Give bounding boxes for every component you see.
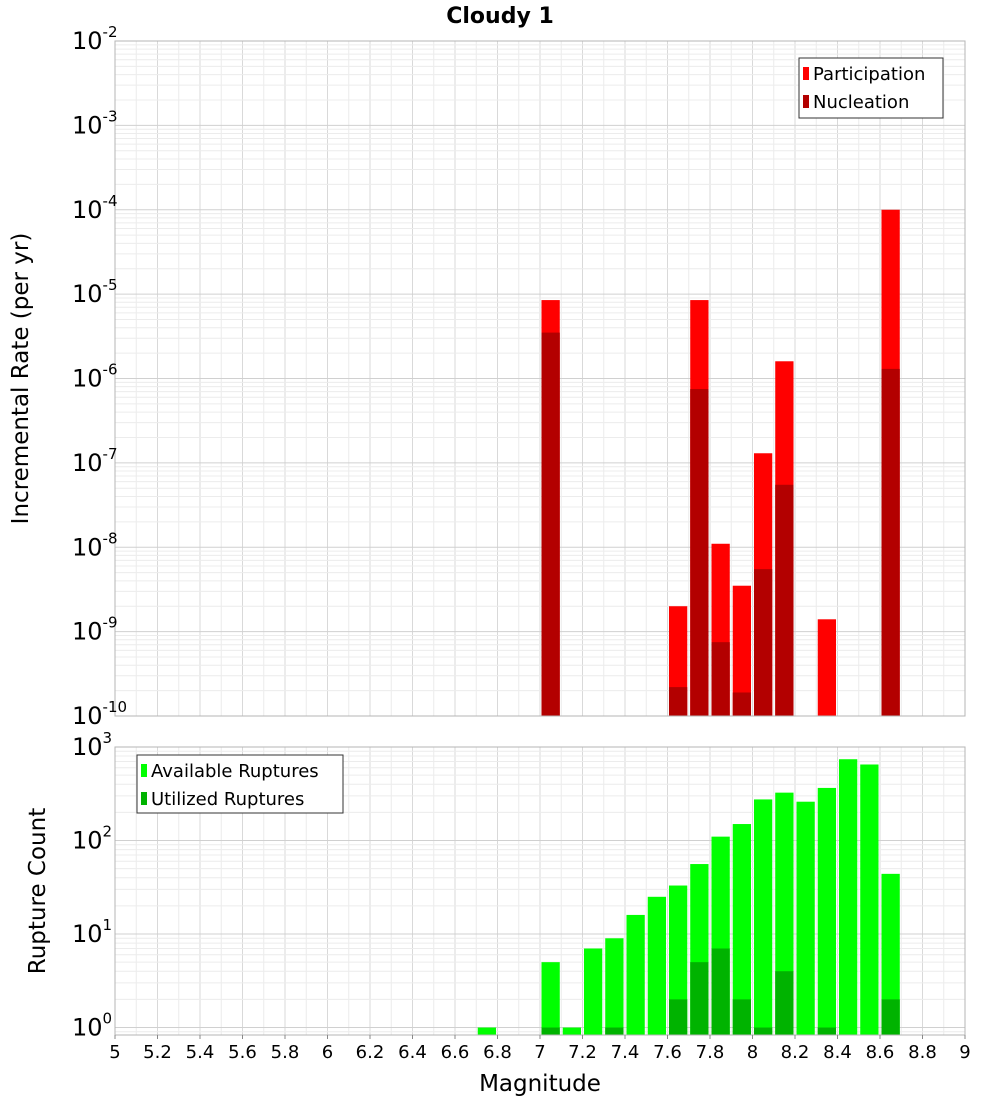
bars xyxy=(477,759,900,1035)
x-tick-label: 7.6 xyxy=(653,1042,682,1063)
legend-swatch xyxy=(141,764,147,777)
y-tick-label: 10-4 xyxy=(72,192,118,224)
x-tick-label: 7.8 xyxy=(696,1042,725,1063)
y-tick-label: 10-2 xyxy=(72,23,118,55)
legend-swatch xyxy=(803,67,809,80)
y-tick-label: 10-3 xyxy=(72,107,118,139)
x-tick-label: 5.6 xyxy=(228,1042,257,1063)
y-tick-label: 10-9 xyxy=(72,614,118,646)
bar xyxy=(711,948,730,1035)
x-axis-label: Magnitude xyxy=(479,1071,601,1097)
x-tick-label: 8.8 xyxy=(908,1042,937,1063)
legend-label: Utilized Ruptures xyxy=(151,789,304,810)
bar xyxy=(817,619,837,716)
x-tick-label: 5.8 xyxy=(271,1042,300,1063)
legend-box xyxy=(798,57,944,119)
bar xyxy=(668,687,688,716)
y-tick-label: 103 xyxy=(72,729,112,761)
bar xyxy=(732,824,752,1035)
bar xyxy=(605,938,624,1035)
bars xyxy=(541,209,900,716)
bar xyxy=(775,484,794,716)
bar xyxy=(753,799,773,1035)
x-tick-label: 9 xyxy=(959,1042,970,1063)
bar xyxy=(711,642,730,716)
x-tick-label: 6.4 xyxy=(398,1042,427,1063)
bar xyxy=(753,569,773,716)
y-tick-label: 10-8 xyxy=(72,529,118,561)
x-tick-label: 5.4 xyxy=(186,1042,215,1063)
legend-box xyxy=(136,754,344,814)
y-tick-label: 10-6 xyxy=(72,361,118,393)
bar xyxy=(732,692,752,716)
y-tick-label: 100 xyxy=(72,1010,112,1042)
bar xyxy=(732,585,752,716)
bar xyxy=(775,971,794,1035)
bar xyxy=(541,962,560,1035)
bar xyxy=(690,389,709,716)
legend-label: Available Ruptures xyxy=(151,761,319,782)
x-tick-label: 8.2 xyxy=(781,1042,810,1063)
series-nucleation xyxy=(541,332,900,716)
bar xyxy=(668,999,688,1035)
y-tick-label: 101 xyxy=(72,916,112,948)
bar xyxy=(668,885,688,1035)
bar xyxy=(647,896,667,1035)
x-tick-label: 7 xyxy=(534,1042,545,1063)
legend: Participation Nucleation xyxy=(798,57,944,119)
legend-label: Nucleation xyxy=(813,92,909,113)
legend-swatch xyxy=(141,792,147,805)
bar xyxy=(817,787,837,1035)
y-tick-label: 10-7 xyxy=(72,445,118,477)
y-tick-label: 102 xyxy=(72,823,112,855)
x-tick-label: 6.2 xyxy=(356,1042,385,1063)
x-tick-label: 5 xyxy=(109,1042,120,1063)
legend-label: Participation xyxy=(813,64,925,85)
y-tick-label: 10-10 xyxy=(72,698,127,730)
bar xyxy=(562,1027,582,1035)
x-tick-label: 8 xyxy=(747,1042,758,1063)
bar xyxy=(817,1027,837,1035)
x-tick-label: 6.6 xyxy=(441,1042,470,1063)
legend-swatch xyxy=(803,95,809,108)
bar xyxy=(881,999,900,1035)
bar xyxy=(838,759,858,1035)
incremental-rate-panel: 10-10 10-9 10-8 10-7 10-6 10-5 10-4 10-3 10-2 Inc… xyxy=(8,23,966,730)
chart-title: Cloudy 1 xyxy=(446,4,554,29)
bar xyxy=(881,873,900,1035)
y-axis-label: Incremental Rate (per yr) xyxy=(8,233,34,525)
x-tick-label: 8.4 xyxy=(823,1042,852,1063)
x-tick-label: 6.8 xyxy=(483,1042,512,1063)
bar xyxy=(541,1027,560,1035)
x-tick-label: 5.2 xyxy=(143,1042,172,1063)
bar xyxy=(541,332,560,716)
bar xyxy=(690,962,709,1035)
plot-frame xyxy=(114,40,966,717)
x-tick-label: 6 xyxy=(322,1042,333,1063)
x-tick-label: 7.4 xyxy=(611,1042,640,1063)
rupture-count-panel: 100 101 102 103 Rupture Count 5 5.2 5.4 5.6 5.8 6 6… xyxy=(25,729,971,1097)
series-utilized-ruptures xyxy=(541,948,900,1035)
y-axis-label: Rupture Count xyxy=(25,808,51,974)
bar xyxy=(796,801,815,1035)
bar xyxy=(626,914,645,1035)
bar xyxy=(477,1027,497,1035)
bar xyxy=(753,1027,773,1035)
bar xyxy=(732,999,752,1035)
y-tick-label: 10-5 xyxy=(72,276,118,308)
bar xyxy=(860,764,879,1035)
grid xyxy=(115,41,965,716)
x-tick-label: 7.2 xyxy=(568,1042,597,1063)
bar xyxy=(881,368,900,716)
bar xyxy=(605,1027,624,1035)
bar xyxy=(583,948,603,1035)
series-available-ruptures xyxy=(477,759,900,1035)
legend: Available Ruptures Utilized Ruptures xyxy=(136,754,344,814)
x-tick-label: 8.6 xyxy=(866,1042,895,1063)
